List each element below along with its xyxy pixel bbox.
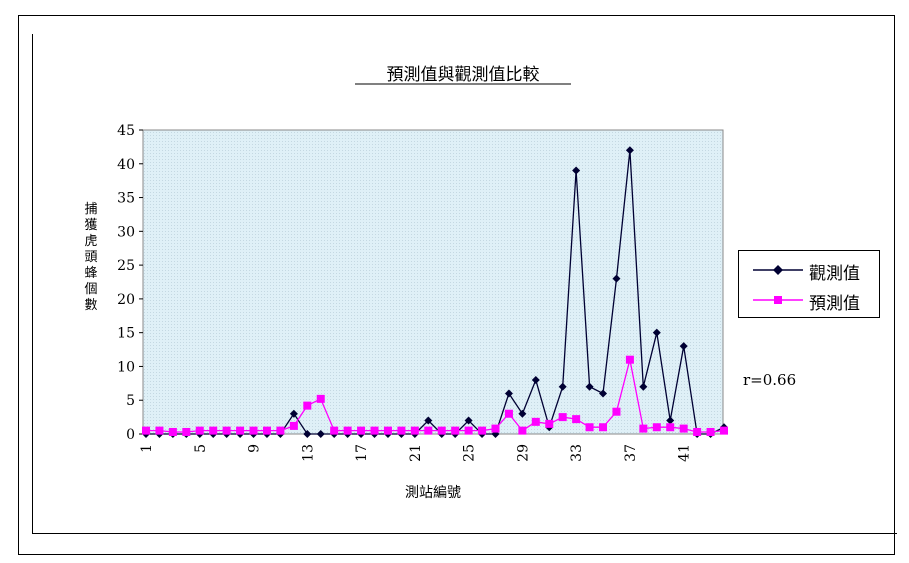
predicted-point <box>625 355 634 364</box>
observed-point <box>518 409 527 418</box>
chart-area-border <box>32 34 897 534</box>
predicted-point <box>303 401 312 410</box>
x-tick-label: 5 <box>193 444 209 453</box>
predicted-point <box>276 426 285 435</box>
predicted-point <box>383 426 392 435</box>
diamond-marker-icon <box>753 265 803 275</box>
predicted-point <box>357 426 366 435</box>
legend-item-observed: 觀測值 <box>739 255 879 285</box>
predicted-point <box>370 426 379 435</box>
observed-point <box>504 389 513 398</box>
predicted-point <box>330 426 339 435</box>
x-axis-label: 測站編號 <box>405 485 461 501</box>
predicted-point <box>437 426 446 435</box>
legend: 觀測值 預測值 <box>738 250 880 318</box>
predicted-point <box>666 423 675 432</box>
y-tick-label: 25 <box>117 258 135 274</box>
observed-point <box>303 430 312 438</box>
predicted-point <box>168 427 177 436</box>
observed-point <box>666 416 675 425</box>
predicted-point <box>599 423 608 432</box>
predicted-point <box>424 426 433 435</box>
y-tick-label: 45 <box>117 123 135 139</box>
chart-frame <box>18 15 895 555</box>
y-tick-label: 40 <box>117 157 135 173</box>
observed-point <box>572 166 581 175</box>
legend-label-predicted: 預測值 <box>809 294 860 314</box>
observed-point <box>599 389 608 398</box>
y-tick-label: 5 <box>126 393 135 409</box>
predicted-point <box>222 426 231 435</box>
predicted-point <box>518 426 527 435</box>
legend-item-predicted: 預測值 <box>739 285 879 315</box>
predicted-point <box>397 426 406 435</box>
predicted-point <box>639 424 648 433</box>
legend-label-observed: 觀測值 <box>809 264 860 284</box>
predicted-point <box>693 427 702 436</box>
predicted-point <box>142 426 150 435</box>
predicted-point <box>249 426 258 435</box>
predicted-point <box>316 394 325 403</box>
x-tick-label: 1 <box>139 444 155 453</box>
correlation-annotation: r=0.66 <box>743 371 797 389</box>
square-marker-icon <box>753 296 803 304</box>
observed-point <box>289 409 298 418</box>
observed-point <box>679 342 688 351</box>
predicted-point <box>545 419 554 428</box>
y-tick-label: 10 <box>117 359 135 375</box>
predicted-point <box>585 423 594 432</box>
predicted-point <box>572 415 581 424</box>
observed-point <box>625 146 634 155</box>
x-tick-label: 9 <box>247 444 263 453</box>
predicted-point <box>410 426 419 435</box>
predicted-point <box>155 426 164 435</box>
x-tick-label: 13 <box>300 444 316 462</box>
predicted-point <box>289 421 298 430</box>
predicted-point <box>679 424 688 433</box>
observed-point <box>639 382 648 391</box>
predicted-point <box>531 417 540 426</box>
predicted-point <box>182 427 191 436</box>
predicted-point <box>209 426 218 435</box>
observed-point <box>531 375 540 384</box>
predicted-point <box>504 409 513 418</box>
x-tick-label: 17 <box>354 444 370 462</box>
predicted-point <box>720 426 728 435</box>
y-axis-label: 捕獲虎頭蜂個數 <box>84 202 98 313</box>
predicted-point <box>451 426 460 435</box>
predicted-point <box>236 426 245 435</box>
x-tick-label: 41 <box>677 444 693 462</box>
y-tick-label: 15 <box>117 326 135 342</box>
predicted-point <box>652 423 661 432</box>
x-tick-label: 33 <box>569 444 585 462</box>
observed-point <box>424 416 433 425</box>
predicted-point <box>558 413 567 422</box>
x-tick-label: 25 <box>462 444 478 462</box>
y-tick-label: 30 <box>117 224 135 240</box>
x-tick-label: 29 <box>515 444 531 462</box>
predicted-point <box>195 426 204 435</box>
predicted-point <box>491 424 500 433</box>
y-tick-label: 20 <box>117 292 135 308</box>
observed-point <box>558 382 567 391</box>
y-tick-label: 0 <box>126 427 135 443</box>
predicted-point <box>478 426 487 435</box>
predicted-point <box>262 426 271 435</box>
predicted-point <box>464 426 473 435</box>
observed-point <box>316 430 325 438</box>
chart-title: 預測值與觀測值比較 <box>387 65 540 85</box>
predicted-point <box>706 427 715 436</box>
observed-point <box>612 274 621 283</box>
x-tick-label: 21 <box>408 444 424 462</box>
observed-point <box>464 416 473 425</box>
x-tick-label: 37 <box>623 444 639 462</box>
y-tick-label: 35 <box>117 191 135 207</box>
observed-point <box>652 328 661 337</box>
predicted-point <box>612 407 621 416</box>
observed-point <box>585 382 594 391</box>
predicted-point <box>343 426 352 435</box>
